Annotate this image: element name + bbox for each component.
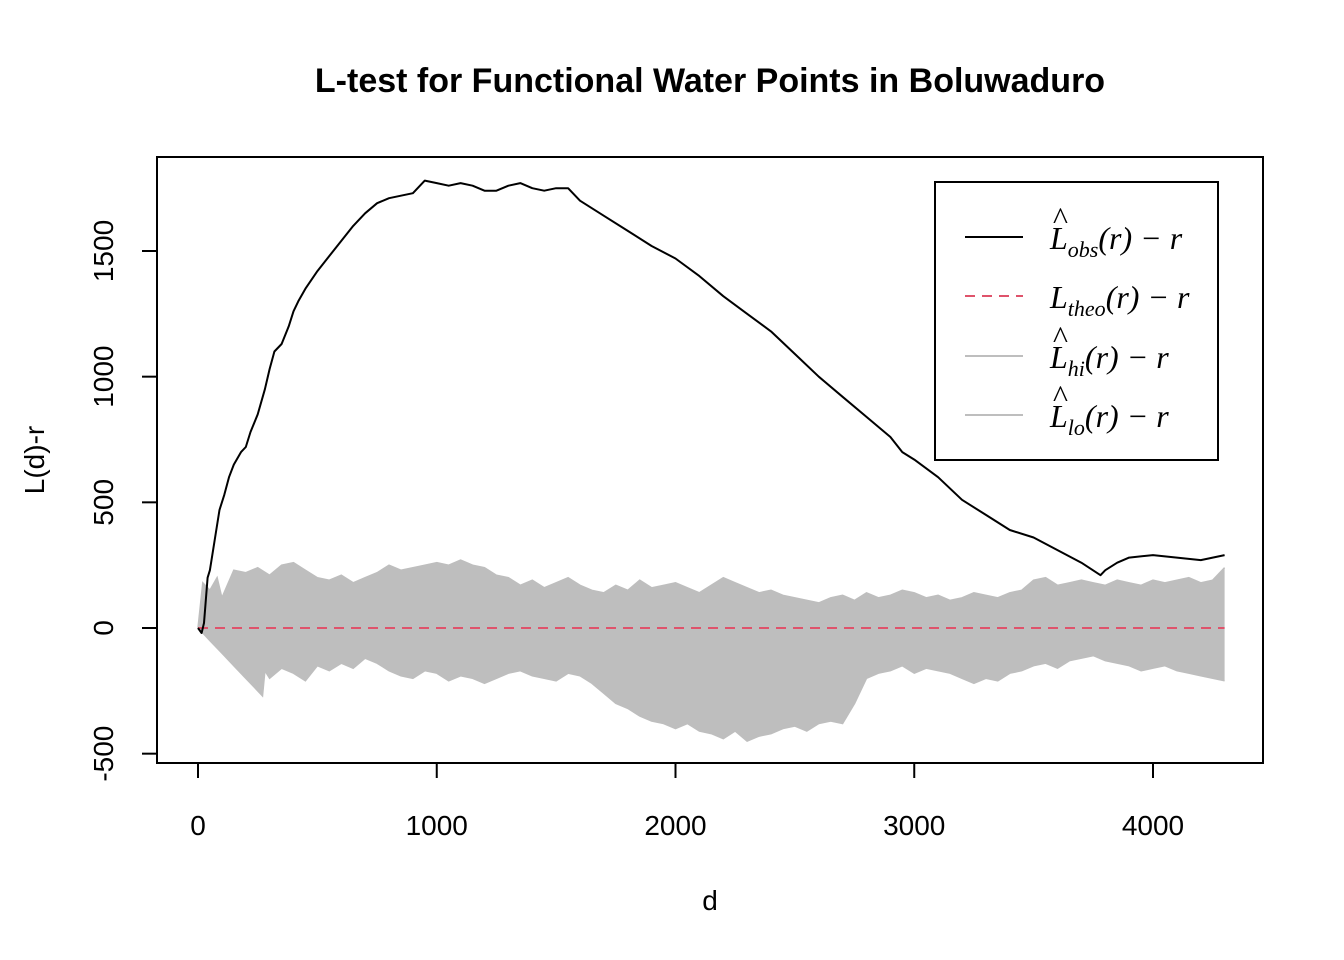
plot-area — [197, 179, 1226, 742]
legend-item-hi: Lhi(r) − r^ — [965, 319, 1169, 381]
x-tick-label: 3000 — [883, 810, 945, 841]
y-axis: -500 0 500 1000 1500 — [88, 220, 158, 782]
x-axis-label: d — [702, 885, 718, 916]
legend-item-theo: Ltheo(r) − r — [965, 279, 1190, 321]
x-tick-label: 1000 — [406, 810, 468, 841]
x-axis: 0 1000 2000 3000 4000 — [190, 762, 1184, 841]
y-tick-label: 500 — [88, 479, 119, 526]
y-tick-label: -500 — [88, 726, 119, 782]
legend-label: Ltheo(r) − r — [1049, 279, 1190, 321]
legend-label: Lhi(r) − r — [1049, 339, 1169, 381]
chart-title: L-test for Functional Water Points in Bo… — [315, 62, 1105, 100]
series-lo-line — [197, 627, 1225, 742]
y-tick-label: 1000 — [88, 346, 119, 408]
series-hi-line — [197, 559, 1226, 629]
legend-box — [934, 181, 1219, 461]
x-tick-label: 0 — [190, 810, 206, 841]
y-tick-label: 0 — [88, 620, 119, 636]
envelope-band — [198, 560, 1225, 742]
x-tick-label: 4000 — [1122, 810, 1184, 841]
legend-item-lo: Llo(r) − r^ — [965, 378, 1169, 440]
legend-hat: ^ — [1052, 319, 1068, 355]
legend-label: Llo(r) − r — [1049, 398, 1169, 440]
legend-hat: ^ — [1052, 378, 1068, 414]
x-tick-label: 2000 — [644, 810, 706, 841]
y-axis-label: L(d)-r — [19, 426, 50, 494]
series-obs-line — [197, 179, 1225, 634]
legend-label: Lobs(r) − r — [1049, 220, 1183, 262]
y-tick-label: 1500 — [88, 220, 119, 282]
legend-item-obs: Lobs(r) − r^ — [965, 200, 1183, 262]
legend-hat: ^ — [1052, 200, 1068, 236]
